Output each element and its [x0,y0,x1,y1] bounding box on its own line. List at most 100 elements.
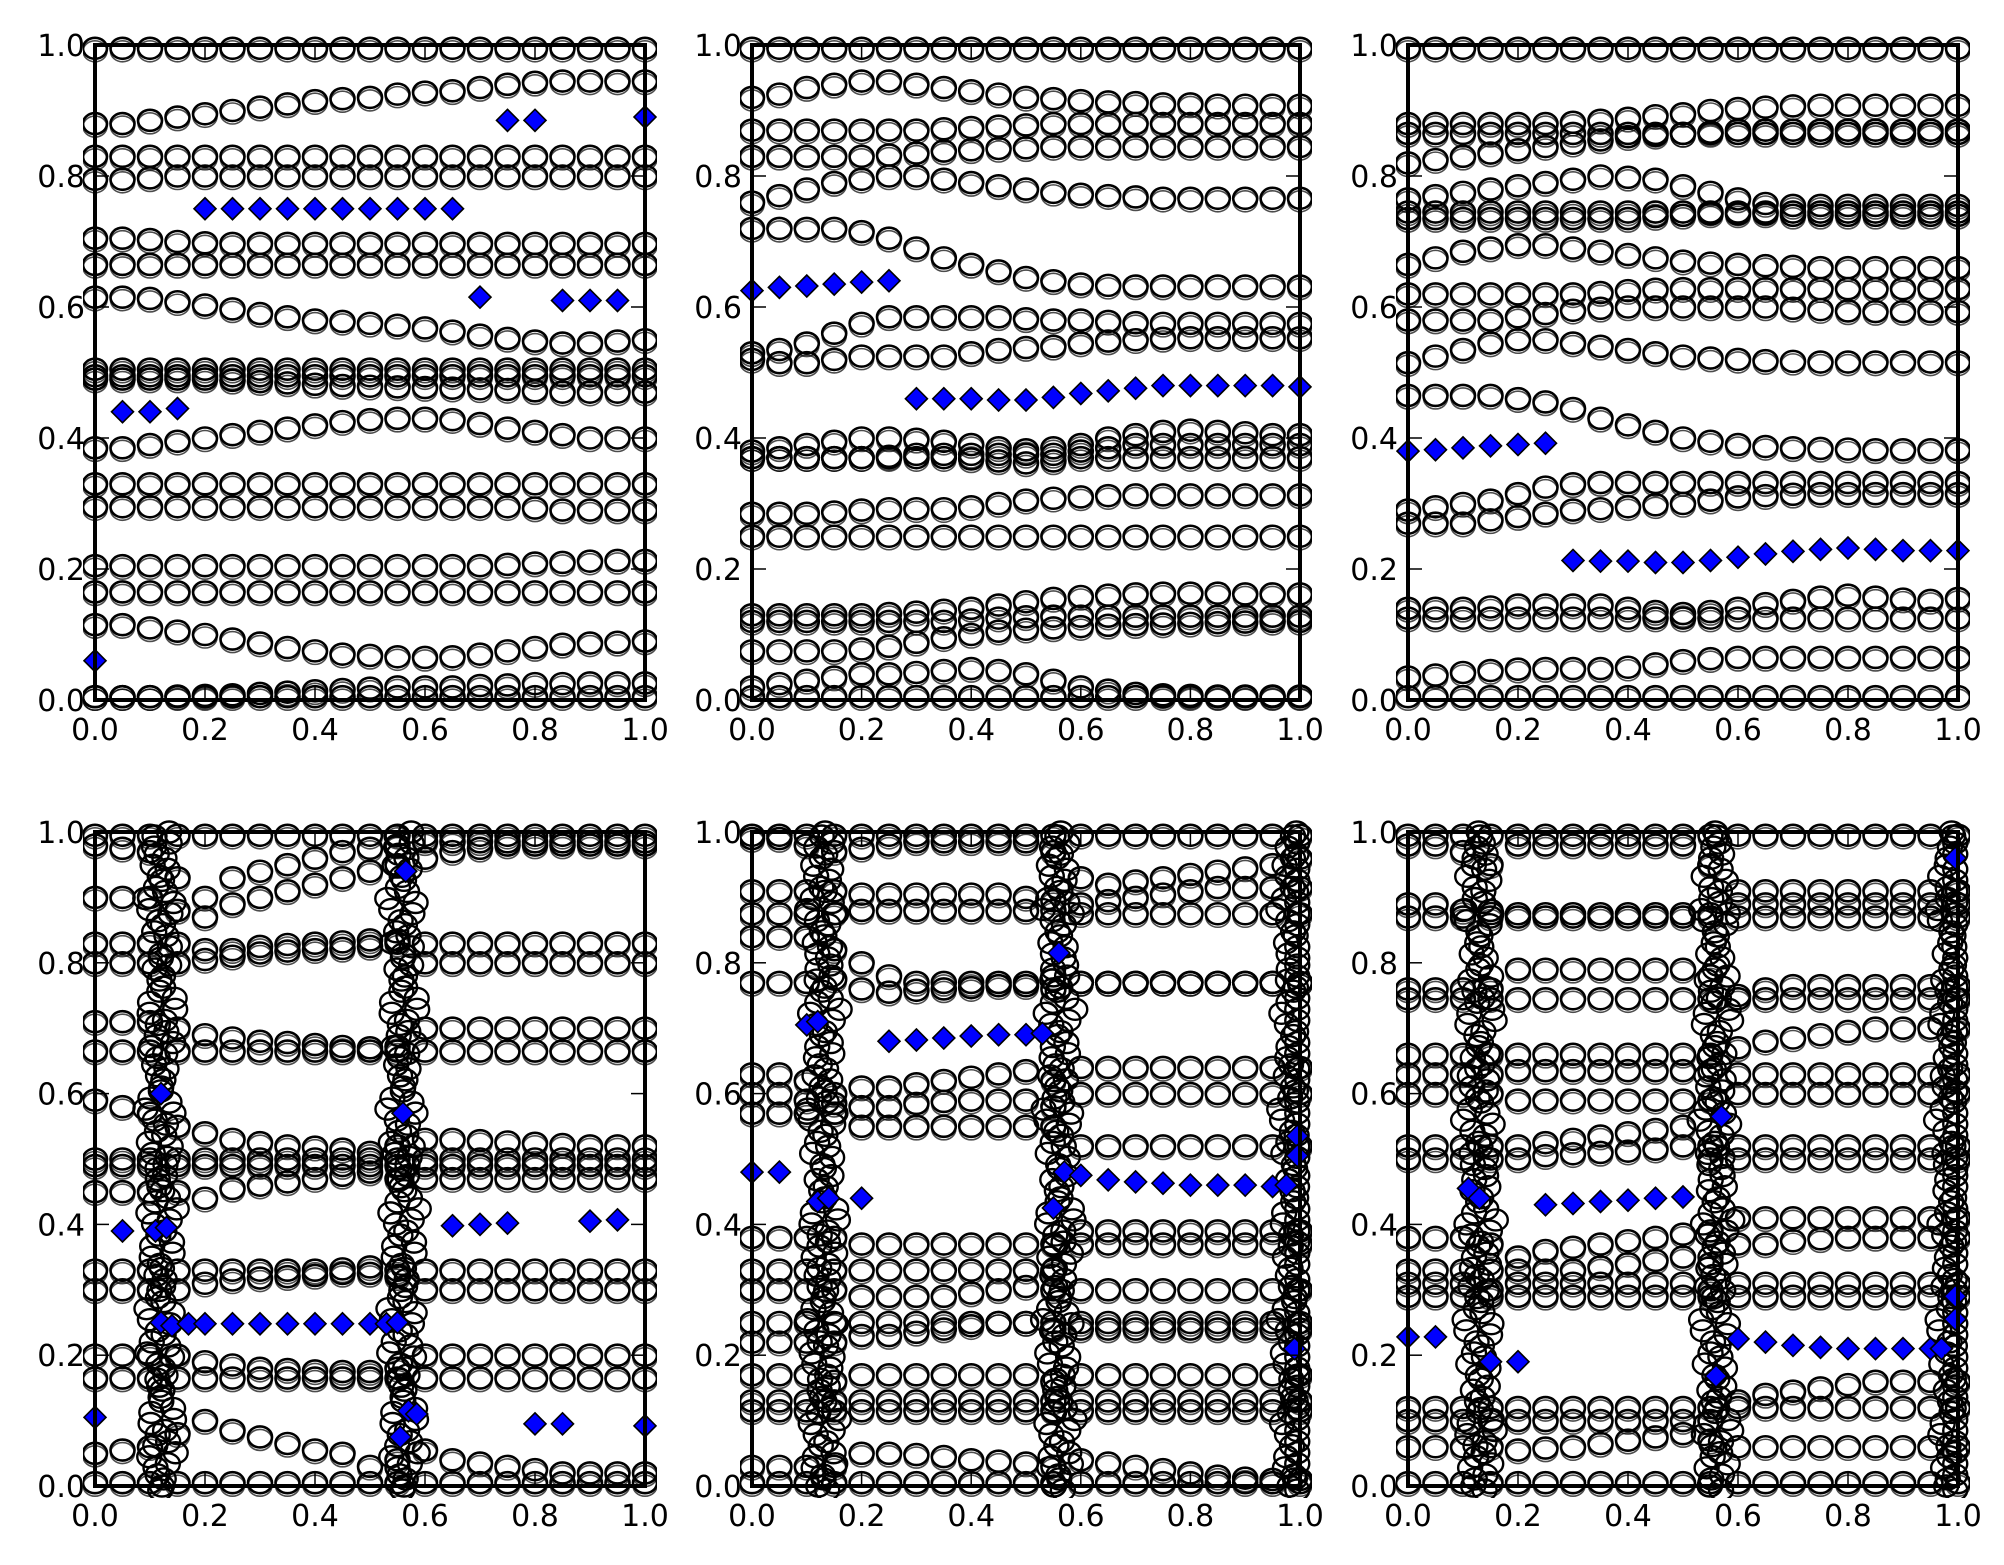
circle-point [1752,205,1779,229]
circle-point [1042,1378,1069,1402]
circle-point [876,72,902,96]
circle-point [1615,609,1641,633]
circle-point [384,378,411,402]
circle-point [357,1042,383,1066]
circle-point [393,1267,420,1292]
circle-point [192,951,218,974]
circle-point [439,322,466,346]
circle-point [439,934,466,958]
circle-point [1697,298,1724,322]
circle-point [1862,990,1889,1014]
circle-point [1041,1234,1069,1258]
circle-point [192,429,218,453]
circle-point [247,1042,273,1066]
circle-point [903,1314,930,1337]
circle-point [1259,826,1286,850]
circle-point [804,1034,831,1059]
circle-point [821,121,848,145]
circle-point [1068,138,1094,161]
circle-point [1615,110,1641,133]
circle-point [1725,474,1751,497]
circle-point [109,840,136,863]
circle-point [1890,121,1916,145]
circle-point [1422,151,1449,174]
circle-point [1177,436,1204,459]
circle-point [1890,908,1916,932]
circle-point [1450,599,1476,623]
diamond-point [1615,549,1641,574]
circle-point [766,642,793,666]
circle-point [1259,527,1286,551]
circle-point [1095,449,1121,472]
circle-point [1835,121,1861,145]
diamond-point [1890,538,1916,563]
circle-point [1670,1046,1696,1069]
panel-top-left: 0.0 0.2 0.4 0.6 0.8 1.00.00.20.40.60.81.0 [37,29,669,748]
circle-point [1177,1281,1204,1305]
circle-point [1505,1046,1531,1069]
diamond-point [467,1212,493,1237]
circle-point [1780,439,1806,463]
circle-point [802,864,830,889]
circle-point [848,429,875,453]
circle-point [1047,879,1074,904]
circle-point [132,1097,159,1121]
circle-point [1642,474,1669,497]
circle-point [1040,1400,1068,1425]
circle-point [1505,390,1531,414]
circle-point [985,452,1012,476]
diamond-point [1233,1173,1258,1198]
circle-point [1670,207,1696,230]
circle-point [1780,990,1806,1014]
circle-point [824,1208,852,1232]
circle-point [798,1212,825,1236]
circle-point [1422,908,1449,932]
circle-point [1752,895,1779,919]
circle-point [930,432,957,456]
circle-point [801,1352,828,1376]
circle-point [386,1367,413,1391]
circle-point [1150,330,1176,353]
circle-point [811,1389,838,1414]
diamond-point [390,1101,416,1126]
circle-point [813,1090,840,1114]
circle-point [1780,908,1806,932]
circle-point [876,229,902,253]
x-tick-label: 0.2 [181,713,229,748]
circle-point [766,1229,793,1252]
circle-point [302,367,328,391]
circle-point [1177,138,1204,161]
y-tick-label: 0.8 [1350,160,1398,195]
circle-point [848,980,875,1004]
circle-point [1280,1289,1308,1314]
circle-point [1095,1320,1121,1344]
circle-point [958,1366,985,1390]
circle-point [930,902,957,925]
circle-point [1835,908,1861,932]
circle-point [1232,905,1258,929]
circle-point [806,1330,833,1354]
circle-point [985,622,1012,646]
circle-point [1587,660,1614,683]
circle-point [1205,138,1231,161]
circle-point [494,148,521,171]
circle-point [1232,329,1258,353]
circle-point [821,432,848,456]
circle-point [1232,1402,1258,1426]
circle-point [604,934,631,958]
circle-point [1917,474,1944,497]
circle-point [274,374,301,398]
circle-point [1752,298,1779,322]
circle-point [357,377,383,401]
circle-point [903,527,930,551]
circle-point [793,334,820,358]
circle-point [1177,1392,1204,1416]
circle-point [1532,908,1559,932]
diamond-point [959,1023,984,1049]
circle-point [522,1042,548,1066]
circle-point [985,177,1012,201]
circle-point [151,879,179,904]
circle-point [192,1261,218,1285]
circle-point [136,1445,163,1469]
circle-point [219,1042,246,1066]
